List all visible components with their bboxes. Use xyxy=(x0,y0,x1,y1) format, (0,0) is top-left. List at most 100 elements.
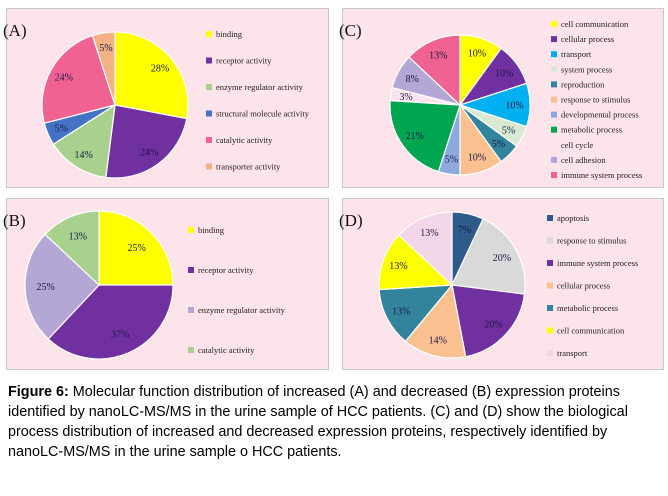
pie-c-label-response-to-stimulus: 10% xyxy=(468,152,486,163)
pie-d-slice-transport xyxy=(397,211,453,287)
pie-a-label-transporter-activity: 5% xyxy=(99,43,112,54)
legend-c-item-reproduction: reproduction xyxy=(561,79,605,89)
chart-c-svg: 10% 10% 10% 5% 5% 10% 5% 21% 3% 8% 13% cell communi… xyxy=(389,19,642,180)
chart-b-svg: 25% 37% 25% 13% binding receptor activity enzy… xyxy=(24,210,286,360)
legend-a-swatch-receptor-activity xyxy=(206,57,212,64)
figure-caption: Figure 6: Molecular function distributio… xyxy=(8,382,662,462)
pie-c-label-developmental-process: 5% xyxy=(445,154,458,165)
pie-b-label-catalytic-activity: 13% xyxy=(69,232,87,243)
legend-b-swatch-enzyme-regulator-activity xyxy=(188,307,194,313)
pie-b-slice-catalytic-activity xyxy=(44,210,100,287)
pie-c-label-cell-communication: 10% xyxy=(468,49,486,60)
panel-b: (B) 25% 37% 25% 13% binding receptor activity… xyxy=(3,198,329,370)
legend-b-item-catalytic-activity: catalytic activity xyxy=(198,345,255,355)
legend-b-swatch-receptor-activity xyxy=(188,267,194,273)
legend-c-item-response-to-stimulus: response to stimulus xyxy=(561,95,630,105)
legend-d-swatch-transport xyxy=(547,350,553,356)
legend-d-swatch-metabolic-process xyxy=(547,305,553,311)
pie-d-slice-cell-communication xyxy=(378,234,454,291)
pie-b-label-binding: 25% xyxy=(128,243,146,254)
legend-a-swatch-transporter-activity xyxy=(206,163,212,170)
legend-a-swatch-enzyme-regulator-activity xyxy=(206,84,212,90)
legend-d-item-cell-communication: cell communication xyxy=(557,326,625,336)
legend-b-item-receptor-activity: receptor activity xyxy=(198,265,254,275)
pie-d-label-cell-communication: 13% xyxy=(389,261,407,272)
panel-c: (C) 10% 10% 10% 5% 5% 10% 5% 21% 3% 8% 13% cell com… xyxy=(339,8,664,188)
legend-a-item-enzyme-regulator-activity: enzyme regulator activity xyxy=(216,82,304,92)
legend-d-item-apoptosis: apoptosis xyxy=(557,213,589,223)
pie-a-slice-receptor-activity xyxy=(105,104,188,179)
legend-d-item-metabolic-process: metabolic process xyxy=(557,303,618,313)
pie-d-label-immune-system-process: 20% xyxy=(484,320,502,331)
legend-d-item-response-to-stimulus: response to stimulus xyxy=(557,236,626,246)
panel-d: (D) 7% 20% 20% 14% 13% 13% 13% apoptosis respons… xyxy=(339,198,664,370)
pie-c-label-transport: 10% xyxy=(505,101,523,112)
legend-d-item-transport: transport xyxy=(557,348,588,358)
caption-text: Molecular function distribution of incre… xyxy=(8,384,628,460)
legend-c-swatch-cell-adhesion xyxy=(551,156,557,163)
pie-d-label-transport: 13% xyxy=(420,228,438,239)
legend-c-item-system-process: system process xyxy=(561,64,612,74)
legend-c-item-developmental-process: developmental process xyxy=(561,110,639,120)
pie-a-slice-binding xyxy=(114,31,189,120)
pie-d-slice-response-to-stimulus xyxy=(451,218,526,295)
legend-d-swatch-apoptosis xyxy=(547,215,553,221)
legend-c-swatch-immune-system-process xyxy=(551,172,557,178)
pie-d-label-apoptosis: 7% xyxy=(458,225,471,236)
legend-a-item-transporter-activity: transporter activity xyxy=(216,162,281,172)
pie-a-slice-catalytic-activity xyxy=(41,34,116,124)
pie-c-label-cellular-process: 10% xyxy=(495,68,513,79)
legend-a-item-catalytic-activity: catalytic activity xyxy=(216,135,273,145)
legend-c-item-cell-cycle: cell cycle xyxy=(561,140,594,150)
legend-a-item-binding: binding xyxy=(216,29,243,39)
chart-d-svg: 7% 20% 20% 14% 13% 13% 13% apoptosis response to… xyxy=(378,211,638,359)
legend-c-swatch-system-process xyxy=(551,66,557,73)
pie-a-label-binding: 28% xyxy=(151,63,169,74)
pie-d-label-response-to-stimulus: 20% xyxy=(493,253,511,264)
panel-a: (A) 28% 24% 14% 5% 24% 5% binding receptor acti… xyxy=(3,8,329,188)
pie-b-slice-binding xyxy=(98,210,174,286)
pie-c-slice-metabolic-process xyxy=(389,99,461,173)
legend-a-item-structural-molecule-activity: structural molecule activity xyxy=(216,109,310,119)
pie-b-slice-enzyme-regulator-activity xyxy=(24,233,100,340)
pie-d-slice-immune-system-process xyxy=(451,284,526,358)
pie-a-label-catalytic-activity: 24% xyxy=(55,72,73,83)
legend-c-swatch-metabolic-process xyxy=(551,126,557,133)
legend-c-item-cell-adhesion: cell adhesion xyxy=(561,155,606,165)
pie-d-slice-cellular-process xyxy=(404,283,467,359)
pie-b-label-receptor-activity: 37% xyxy=(111,329,129,340)
legend-c-swatch-cellular-process xyxy=(551,36,557,43)
pie-a-label-structural-molecule-activity: 5% xyxy=(55,124,68,135)
chart-a-svg: 28% 24% 14% 5% 24% 5% binding receptor activity… xyxy=(41,29,310,179)
legend-d-swatch-response-to-stimulus xyxy=(547,237,553,244)
panel-c-label: (C) xyxy=(339,21,362,40)
panel-a-label: (A) xyxy=(3,21,27,40)
legend-b-item-binding: binding xyxy=(198,225,225,235)
panel-b-label: (B) xyxy=(3,211,26,230)
legend-d-item-immune-system-process: immune system process xyxy=(557,258,638,268)
pie-c-label-immune-system-process: 13% xyxy=(429,50,447,61)
legend-c-item-immune-system-process: immune system process xyxy=(561,170,642,180)
pie-c-label-cell-cycle: 3% xyxy=(399,92,412,103)
legend-b-swatch-binding xyxy=(188,227,194,233)
legend-b-item-enzyme-regulator-activity: enzyme regulator activity xyxy=(198,305,286,315)
legend-d-swatch-cell-communication xyxy=(547,327,553,334)
pie-a-label-enzyme-regulator-activity: 14% xyxy=(75,150,93,161)
pie-c-label-metabolic-process: 21% xyxy=(406,131,424,142)
pie-c-label-reproduction: 5% xyxy=(492,139,505,150)
legend-c-item-cell-communication: cell communication xyxy=(561,19,629,29)
pie-c-label-cell-adhesion: 8% xyxy=(406,74,419,85)
legend-c-swatch-cell-communication xyxy=(551,21,557,27)
pie-a-slice-transporter-activity xyxy=(91,31,116,106)
legend-c-swatch-transport xyxy=(551,51,557,58)
legend-c-item-transport: transport xyxy=(561,49,592,59)
pie-b-label-enzyme-regulator-activity: 25% xyxy=(37,282,55,293)
caption-figure-label: Figure 6: xyxy=(8,384,69,400)
pie-d-label-cellular-process: 14% xyxy=(429,336,447,347)
legend-d-swatch-cellular-process xyxy=(547,282,553,289)
legend-c-item-metabolic-process: metabolic process xyxy=(561,125,622,135)
legend-d-item-cellular-process: cellular process xyxy=(557,281,610,291)
legend-d-swatch-immune-system-process xyxy=(547,260,553,266)
panel-d-label: (D) xyxy=(339,211,363,230)
pie-a-slice-enzyme-regulator-activity xyxy=(52,103,116,179)
